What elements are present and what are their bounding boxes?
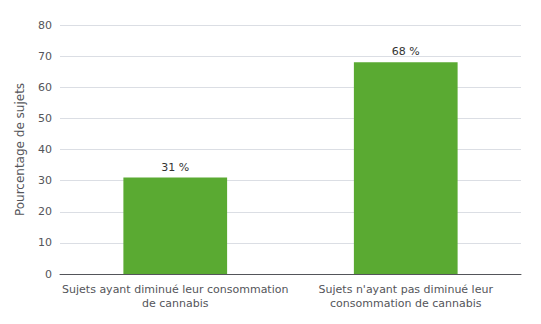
svg-text:Sujets ayant diminué leur cons: Sujets ayant diminué leur consommation xyxy=(62,283,288,296)
svg-text:20: 20 xyxy=(38,205,52,218)
svg-text:Sujets n'ayant pas diminué leu: Sujets n'ayant pas diminué leur xyxy=(319,283,494,296)
svg-text:70: 70 xyxy=(38,50,52,63)
svg-text:10: 10 xyxy=(38,236,52,249)
svg-text:Pourcentage de sujets: Pourcentage de sujets xyxy=(13,83,27,216)
svg-text:31 %: 31 % xyxy=(161,161,189,174)
svg-text:de cannabis: de cannabis xyxy=(142,297,209,310)
svg-text:60: 60 xyxy=(38,81,52,94)
svg-text:consommation de cannabis: consommation de cannabis xyxy=(330,297,482,310)
svg-text:0: 0 xyxy=(45,268,52,281)
svg-text:50: 50 xyxy=(38,112,52,125)
svg-text:30: 30 xyxy=(38,174,52,187)
svg-text:40: 40 xyxy=(38,143,52,156)
svg-text:68 %: 68 % xyxy=(392,45,420,58)
svg-text:80: 80 xyxy=(38,19,52,32)
